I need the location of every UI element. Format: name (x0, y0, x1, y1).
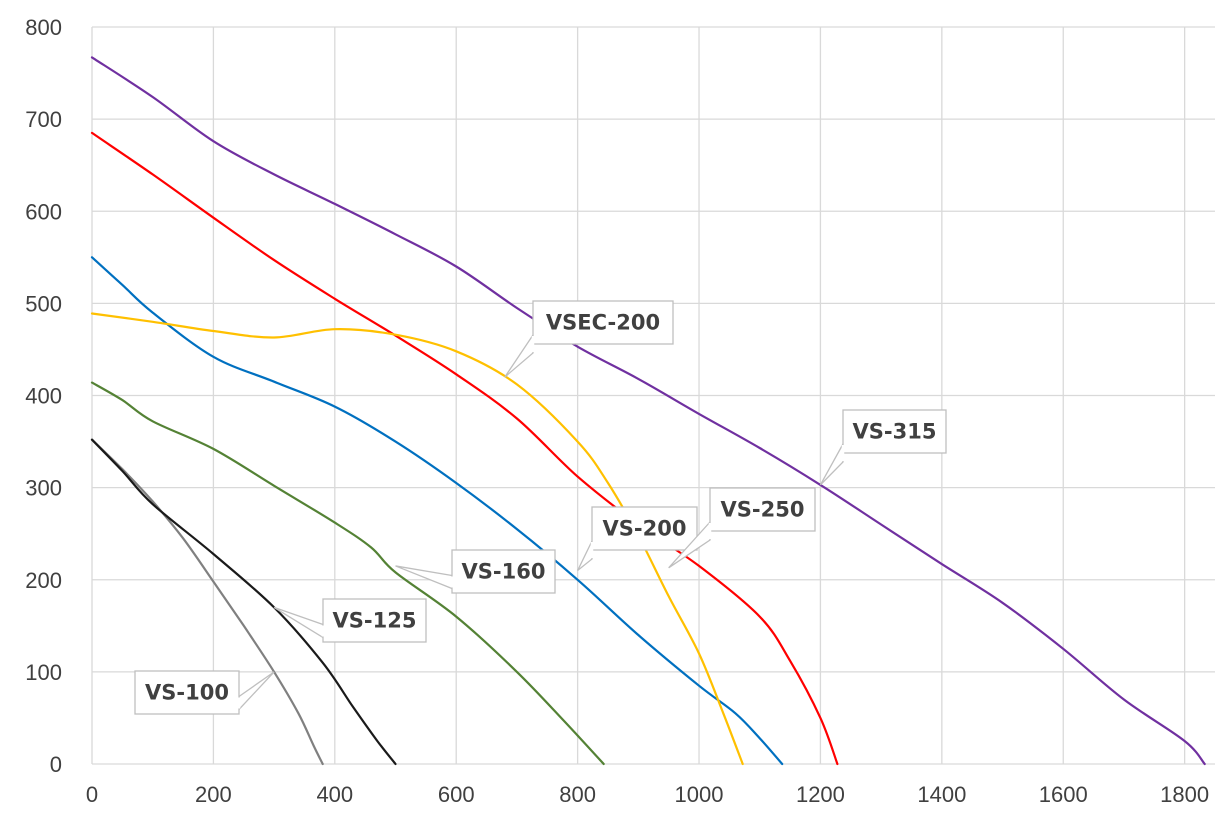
data-label: VS-160 (462, 560, 546, 584)
callout-vs-125: VS-125 (273, 598, 427, 643)
y-tick-label: 100 (25, 660, 62, 685)
x-tick-label: 400 (316, 782, 353, 807)
callout-box (451, 549, 556, 594)
callout-vs-315: VS-315 (819, 409, 947, 486)
data-label: VS-250 (721, 498, 805, 522)
x-tick-label: 1800 (1160, 782, 1209, 807)
x-tick-label: 1000 (675, 782, 724, 807)
gridlines (91, 26, 1215, 765)
data-label: VS-200 (603, 517, 687, 541)
callout-box (134, 670, 240, 715)
callout-box (532, 300, 674, 345)
y-tick-label: 0 (50, 752, 62, 777)
callout-vs-250: VS-250 (668, 487, 816, 569)
callout-vs-200: VS-200 (577, 506, 698, 572)
callout-vsec-200: VSEC-200 (504, 300, 674, 378)
axis-tick-labels: 0 200 400 600 800 1000 1200 1400 1600 1800 0 100 200… (25, 15, 1209, 807)
x-tick-label: 0 (86, 782, 98, 807)
x-tick-label: 200 (195, 782, 232, 807)
callout-pointer (819, 443, 844, 486)
x-tick-label: 800 (559, 782, 596, 807)
x-tick-label: 1600 (1039, 782, 1088, 807)
callout-box (709, 487, 816, 532)
y-tick-label: 300 (25, 476, 62, 501)
y-tick-label: 700 (25, 107, 62, 132)
series-callouts: VS-100 VS-125 VS-160 VS-200 VS-250 VSEC-200 VS… (134, 300, 947, 715)
callout-box (591, 506, 698, 551)
callout-pointer (395, 565, 453, 590)
x-tick-label: 1400 (917, 782, 966, 807)
y-tick-label: 500 (25, 291, 62, 316)
x-tick-label: 1200 (796, 782, 845, 807)
callout-box (322, 598, 427, 643)
callout-pointer (504, 332, 534, 378)
series-line-vs-160 (90, 381, 605, 766)
y-tick-label: 600 (25, 199, 62, 224)
series-lines (90, 56, 1206, 766)
callout-vs-160: VS-160 (395, 549, 556, 594)
callout-box (842, 409, 947, 454)
callout-vs-100: VS-100 (134, 670, 275, 715)
y-tick-label: 800 (25, 15, 62, 40)
series-line-vs-250 (90, 131, 839, 766)
callout-pointer (238, 671, 275, 712)
series-line-vs-100 (90, 438, 324, 766)
data-label: VS-315 (853, 420, 937, 444)
y-tick-label: 400 (25, 384, 62, 409)
data-label: VS-125 (333, 609, 417, 633)
series-line-vsec-200 (90, 312, 744, 766)
y-tick-label: 200 (25, 568, 62, 593)
data-label: VS-100 (145, 681, 229, 705)
x-tick-label: 600 (438, 782, 475, 807)
series-line-vs-315 (90, 56, 1206, 766)
data-label: VSEC-200 (546, 311, 660, 335)
callout-pointer (577, 540, 593, 572)
